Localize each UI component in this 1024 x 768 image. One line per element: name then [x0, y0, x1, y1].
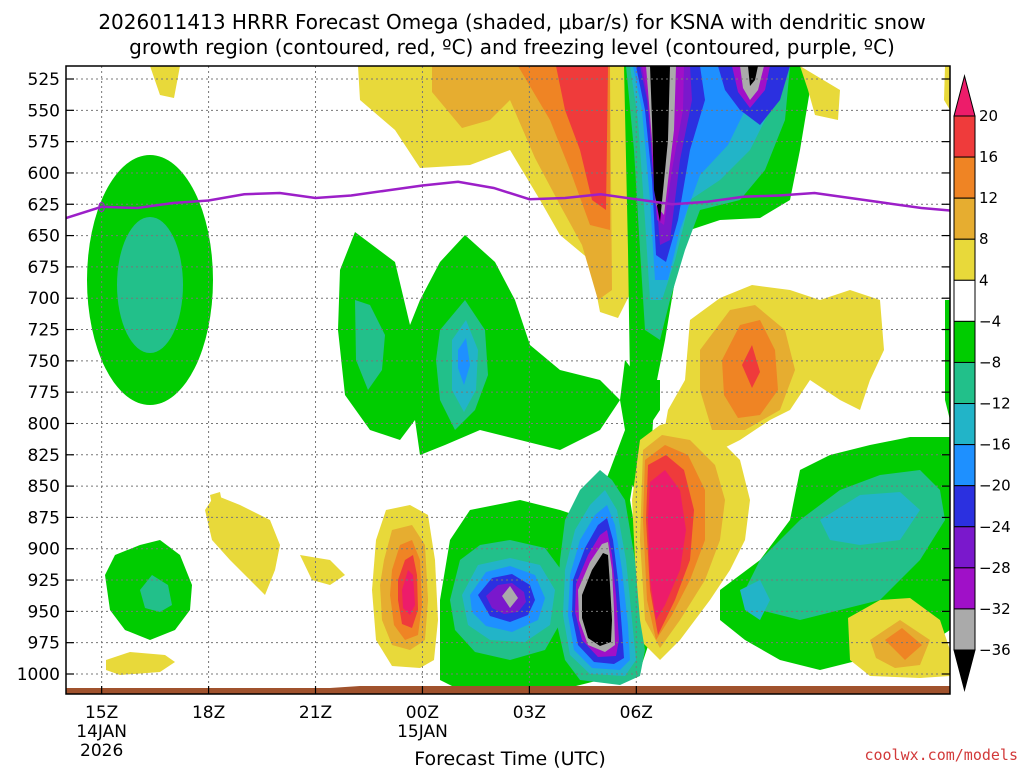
y-tick-label: 925: [28, 571, 60, 591]
colorbar-label: −20: [979, 477, 1011, 495]
colorbar-label: −36: [979, 641, 1011, 659]
y-tick-label: 575: [28, 133, 60, 153]
colorbar-label: 20: [979, 107, 998, 125]
omega-region-low-descent-20z: [372, 505, 438, 668]
colorbar-swatch: [953, 279, 976, 322]
plot-frame: [65, 65, 951, 695]
x-tick-label: 03Z: [513, 703, 546, 723]
colorbar-label: −28: [979, 559, 1011, 577]
y-tick-label: 700: [28, 289, 60, 309]
colorbar-label: −24: [979, 518, 1011, 536]
y-tick-label: 900: [28, 540, 60, 560]
y-tick-label: 650: [28, 227, 60, 247]
colorbar-label: 8: [979, 230, 989, 248]
omega-region-lower-right-descent: [848, 598, 950, 678]
colorbar-swatch: [953, 444, 976, 487]
omega-region-yellow-low-left: [106, 652, 175, 675]
colorbar-cap-top: [953, 74, 976, 117]
y-tick-label: 775: [28, 383, 60, 403]
colorbar-label: −4: [979, 312, 1001, 330]
omega-region-low-ascent-22z: [450, 540, 565, 660]
y-axis: 525 550 575 600 625 650 675 700 725 750 775 800 825 8…: [17, 70, 950, 685]
colorbar-label: 4: [979, 271, 989, 289]
y-tick-label: 975: [28, 634, 60, 654]
omega-shading: [87, 66, 950, 690]
x-tick-label: 06Z: [620, 703, 653, 723]
omega-region-left-ascent: [87, 155, 213, 405]
omega-region-upper-right: [800, 66, 840, 120]
colorbar-swatch: [953, 156, 976, 199]
x-tick-date: 14JAN: [76, 722, 127, 742]
colorbar-label: 12: [979, 189, 998, 207]
y-tick-label: 525: [28, 70, 60, 90]
colorbar-label: −12: [979, 395, 1011, 413]
y-tick-label: 875: [28, 508, 60, 528]
y-tick-label: 550: [28, 101, 60, 121]
y-tick-label: 675: [28, 258, 60, 278]
colorbar-label: −8: [979, 353, 1001, 371]
colorbar-swatch: [953, 238, 976, 281]
colorbar-swatch: [953, 361, 976, 405]
omega-region-low-ascent-00z: [556, 470, 645, 685]
omega-region-low-descent-01z: [632, 420, 750, 660]
omega-region-upper-ascent: [624, 66, 810, 500]
colorbar-swatch: [953, 197, 976, 240]
y-tick-label: 600: [28, 164, 60, 184]
colorbar-swatch: [953, 115, 976, 158]
colorbar-swatch: [953, 567, 976, 610]
chart-title-line2: growth region (contoured, red, ºC) and f…: [129, 35, 895, 59]
y-tick-label: 725: [28, 321, 60, 341]
x-tick-date: 15JAN: [397, 722, 448, 742]
omega-region-yellow-16z: [205, 495, 280, 595]
colorbar: 20 16 12 8 4 −4 −8 −12 −16 −20 −24 −28 −32 −36: [953, 74, 1011, 692]
y-tick-label: 625: [28, 195, 60, 215]
chart-title-line1: 2026011413 HRRR Forecast Omega (shaded, …: [98, 10, 925, 34]
x-tick-label: 18Z: [192, 703, 225, 723]
omega-region-low-ascent-15z: [105, 540, 192, 640]
omega-region-upper-descent: [358, 66, 632, 318]
y-tick-label: 1000: [17, 665, 60, 685]
x-tick-label: 15Z: [85, 703, 118, 723]
omega-region-top-left: [150, 66, 180, 98]
terrain-strip: [66, 686, 950, 694]
freezing-level-line: [66, 180, 950, 220]
colorbar-label: −16: [979, 436, 1011, 454]
x-tick-year: 2026: [80, 741, 123, 761]
x-tick-label: 00Z: [406, 703, 439, 723]
y-tick-label: 950: [28, 602, 60, 622]
y-tick-label: 800: [28, 414, 60, 434]
y-tick-label: 825: [28, 446, 60, 466]
credit-text: coolwx.com/models: [864, 746, 1018, 764]
colorbar-swatch: [953, 485, 976, 528]
colorbar-swatch: [953, 320, 976, 363]
x-axis-title: Forecast Time (UTC): [414, 748, 605, 768]
y-tick-label: 750: [28, 352, 60, 372]
colorbar-swatch: [953, 403, 976, 446]
x-tick-label: 21Z: [299, 703, 332, 723]
y-tick-label: 850: [28, 477, 60, 497]
freezing-level-label: 0: [98, 201, 106, 216]
grid-lines: [66, 66, 950, 694]
colorbar-swatch: [953, 526, 976, 569]
colorbar-label: −32: [979, 600, 1011, 618]
colorbar-swatch: [953, 608, 976, 651]
colorbar-cap-bottom: [953, 649, 976, 692]
colorbar-label: 16: [979, 148, 998, 166]
